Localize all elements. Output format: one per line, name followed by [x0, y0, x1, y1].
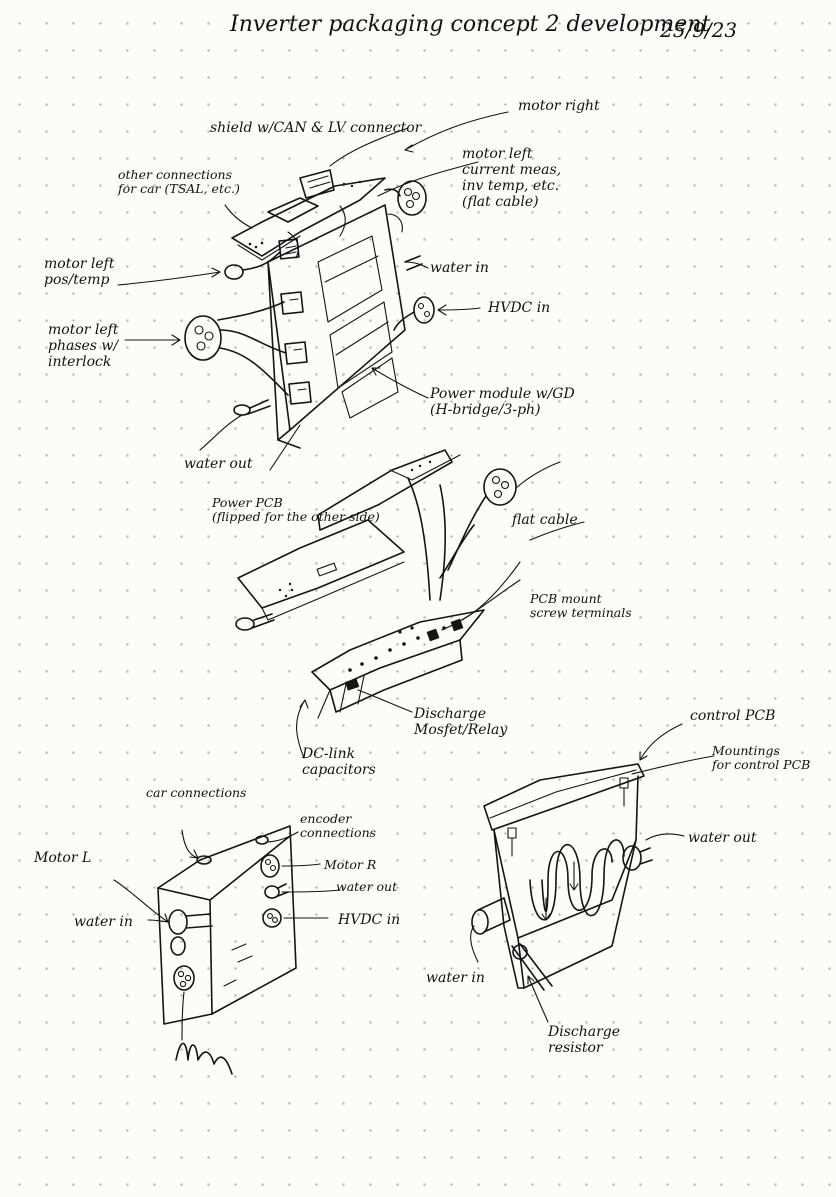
- label-water-out-mid: water out: [336, 879, 398, 894]
- label-power-module: Power module w/GD (H-bridge/3-ph): [430, 386, 575, 418]
- label-control-pcb: control PCB: [690, 708, 776, 724]
- label-discharge-resistor: Discharge resistor: [548, 1024, 621, 1056]
- label-motor-left-phases: motor left phases w/ interlock: [48, 322, 119, 370]
- label-motor-left-pos: motor left pos/temp: [44, 256, 115, 288]
- label-hvdc-in-top: HVDC in: [488, 300, 551, 316]
- page-title: Inverter packaging concept 2 development: [230, 12, 711, 37]
- label-shield: shield w/CAN & LV connector: [210, 120, 422, 136]
- label-motor-right: motor right: [518, 98, 600, 114]
- label-water-out-right: water out: [688, 830, 757, 846]
- label-mountings: Mountings for control PCB: [712, 743, 811, 772]
- top-inverter-assembly: [184, 169, 435, 449]
- label-motor-l: Motor L: [34, 850, 92, 866]
- top-annotation-arrows: [117, 111, 509, 471]
- middle-exploded-assembly: [235, 449, 585, 719]
- label-hvdc-in-bottom: HVDC in: [338, 912, 401, 928]
- label-flat-cable: flat cable: [512, 512, 578, 528]
- label-car-connections: car connections: [146, 785, 247, 800]
- label-water-in-left: water in: [74, 914, 133, 930]
- label-motor-left-meas: motor left current meas, inv temp, etc. …: [462, 146, 562, 210]
- label-other-connections: other connections for car (TSAL, etc.): [118, 167, 240, 196]
- label-motor-r: Motor R: [324, 857, 377, 872]
- bottom-left-box-view: [113, 825, 341, 1075]
- bottom-right-box-view: [469, 723, 715, 1023]
- label-encoder-connections: encoder connections: [300, 811, 377, 840]
- label-water-in-top: water in: [430, 260, 489, 276]
- label-dc-link: DC-link capacitors: [302, 746, 376, 778]
- label-water-in-right: water in: [426, 970, 485, 986]
- label-discharge-mosfet: Discharge Mosfet/Relay: [414, 706, 508, 738]
- label-water-out-top: water out: [184, 456, 253, 472]
- middle-annotation-arrows: [296, 689, 413, 759]
- label-power-pcb: Power PCB (flipped for the other side): [212, 495, 380, 524]
- page-date: 25/9/23: [660, 18, 738, 42]
- label-pcb-screw-terminals: PCB mount screw terminals: [530, 591, 632, 620]
